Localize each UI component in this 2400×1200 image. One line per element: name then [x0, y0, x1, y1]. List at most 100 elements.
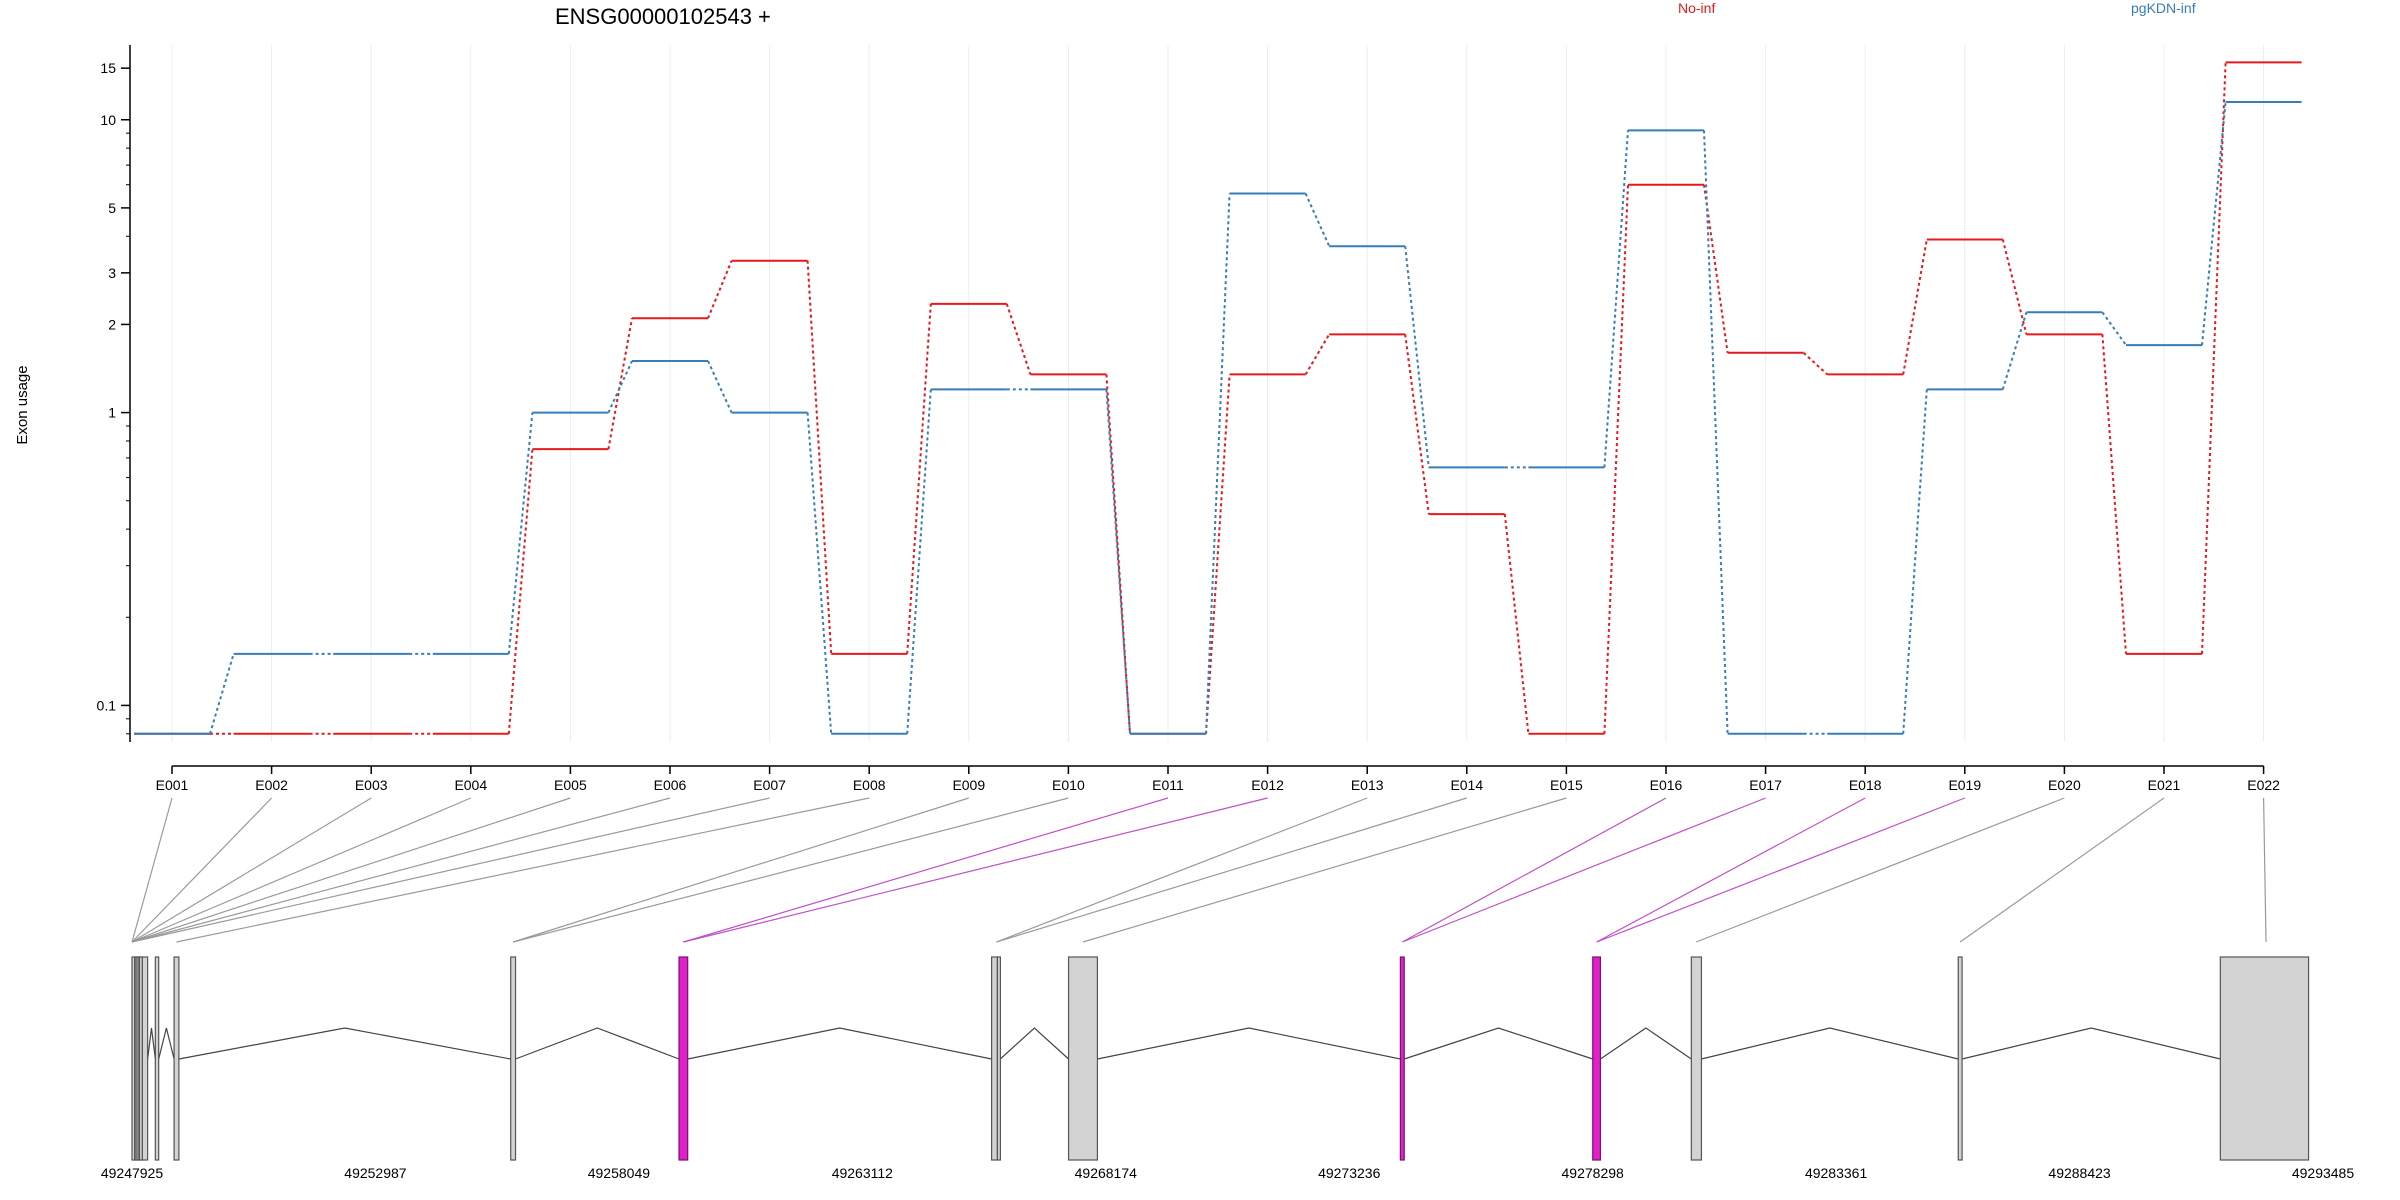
x-tick-label-e020: E020	[2048, 777, 2081, 793]
exon-box-e014	[1399, 956, 1405, 1161]
link-e022	[2263, 797, 2267, 943]
coordinate-label: 49268174	[1075, 1165, 1138, 1181]
connector-pgkdn-inf	[1902, 389, 1928, 734]
coordinate-label: 49263112	[832, 1165, 893, 1181]
connector-no-inf	[1902, 239, 1928, 375]
connector-no-inf	[906, 303, 932, 654]
link-e008	[176, 797, 870, 943]
intron	[1961, 1027, 2221, 1060]
axes: 0.1 1 2 3 5 10 15 E001 E002 E003 E004 E005 E006 E007 E…	[97, 45, 2280, 793]
x-tick-label-e014: E014	[1450, 777, 1483, 793]
series-no-inf	[134, 61, 2302, 735]
connector-no-inf	[1603, 184, 1629, 734]
coordinate-label: 49288423	[2048, 1165, 2111, 1181]
connector-no-inf	[1703, 184, 1729, 353]
connector-no-inf	[2101, 334, 2127, 654]
y-tick-label: 2	[108, 316, 116, 332]
connector-no-inf	[1802, 352, 1828, 376]
x-tick-label-e001: E001	[156, 777, 189, 793]
x-tick-label-e006: E006	[654, 777, 687, 793]
intron	[515, 1027, 680, 1060]
connector-no-inf	[1205, 374, 1231, 734]
coordinate-label: 49247925	[101, 1165, 164, 1181]
gene-model: 49247925 49252987 49258049 49263112 49268174…	[101, 956, 2355, 1181]
exon-box-e009	[510, 956, 517, 1161]
y-tick-label: 5	[108, 200, 116, 216]
x-tick-label-e018: E018	[1849, 777, 1882, 793]
legend-entry-pgkdn-inf: pgKDN-inf	[2131, 0, 2196, 16]
x-tick-label-e017: E017	[1749, 777, 1782, 793]
connector-no-inf	[1404, 334, 1430, 515]
link-e017	[1402, 797, 1766, 943]
coordinate-label: 49258049	[588, 1165, 651, 1181]
y-tick-label: 0.1	[97, 697, 117, 713]
link-e021	[1959, 797, 2165, 943]
coordinate-label: 49278298	[1562, 1165, 1625, 1181]
x-tick-label-e010: E010	[1052, 777, 1085, 793]
exon-box-e010	[678, 956, 689, 1161]
exon-box-e018	[2219, 956, 2310, 1161]
x-tick-label-e013: E013	[1351, 777, 1384, 793]
connector-no-inf	[507, 449, 534, 734]
link-e006	[131, 797, 671, 943]
link-e018	[1596, 797, 1866, 943]
connector-no-inf	[1503, 514, 1530, 734]
exon-box-e015	[1592, 956, 1602, 1161]
connector-no-inf	[2001, 239, 2028, 335]
intron	[147, 1027, 156, 1060]
intron	[1701, 1027, 1959, 1060]
intron	[1600, 1027, 1692, 1060]
intron	[1097, 1027, 1401, 1060]
connector-no-inf	[607, 318, 633, 450]
y-tick-label: 15	[100, 60, 116, 76]
link-e014	[996, 797, 1467, 943]
x-tick-label-e022: E022	[2247, 777, 2280, 793]
y-axis-label: Exon usage	[14, 365, 31, 444]
exon-box-e013	[1067, 956, 1099, 1161]
y-tick-label: 1	[108, 405, 116, 421]
intron	[687, 1027, 992, 1060]
coordinate-label: 49252987	[344, 1165, 407, 1181]
connector-no-inf	[707, 260, 733, 319]
connector-pgkdn-inf	[209, 653, 235, 735]
x-tick-label-e003: E003	[355, 777, 388, 793]
x-tick-label-e021: E021	[2148, 777, 2181, 793]
link-e003	[131, 797, 372, 943]
link-e005	[131, 797, 571, 943]
legend-entry-no-inf: No-inf	[1678, 0, 1715, 16]
link-e016	[1402, 797, 1667, 943]
exon-box-e008	[173, 956, 180, 1161]
x-tick-label-e019: E019	[1948, 777, 1981, 793]
connector-pgkdn-inf	[1205, 193, 1231, 734]
intron	[158, 1027, 175, 1060]
chart-title: ENSG00000102543 +	[555, 4, 771, 29]
link-e004	[131, 797, 472, 943]
x-tick-label-e012: E012	[1251, 777, 1284, 793]
connector-pgkdn-inf	[1404, 246, 1430, 468]
connector-pgkdn-inf	[906, 389, 932, 734]
exon-box-e016	[1690, 956, 1703, 1161]
link-e001	[131, 797, 173, 943]
exon-link-lines	[131, 797, 2267, 943]
link-e020	[1695, 797, 2065, 943]
link-e002	[131, 797, 273, 943]
coordinate-label: 49293485	[2292, 1165, 2355, 1181]
link-e011	[683, 797, 1169, 943]
x-tick-label-e007: E007	[753, 777, 786, 793]
series-lines	[134, 61, 2302, 735]
intron	[178, 1027, 511, 1060]
connector-pgkdn-inf	[1703, 130, 1729, 734]
link-e009	[512, 797, 969, 943]
connector-pgkdn-inf	[2001, 312, 2028, 390]
y-tick-label: 10	[100, 112, 116, 128]
link-e015	[1082, 797, 1567, 943]
x-tick-label-e002: E002	[255, 777, 288, 793]
coordinate-label: 49283361	[1805, 1165, 1868, 1181]
series-pgkdn-inf	[134, 100, 2302, 735]
link-e012	[683, 797, 1268, 943]
exon-box-e006	[141, 956, 149, 1161]
exon-box-e012	[996, 956, 1001, 1161]
connector-pgkdn-inf	[1304, 193, 1331, 247]
connector-no-inf	[1304, 333, 1331, 375]
